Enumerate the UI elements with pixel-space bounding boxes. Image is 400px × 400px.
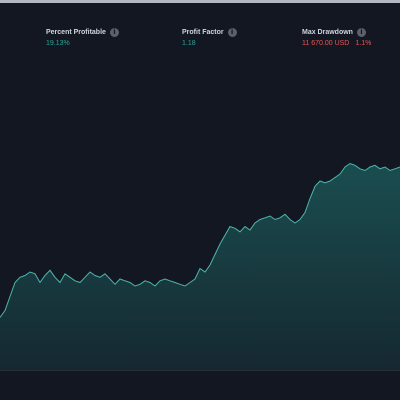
metric-value: 1.18 bbox=[182, 40, 196, 47]
panel-top-border bbox=[0, 0, 400, 3]
metric-value: 11 670.00 USD 1.1% bbox=[302, 39, 371, 48]
bottom-strip bbox=[0, 370, 400, 400]
equity-area bbox=[0, 163, 400, 370]
info-icon[interactable]: i bbox=[109, 28, 119, 37]
drawdown-amount: 11 670.00 USD bbox=[302, 40, 350, 47]
metric-label: Max Drawdown bbox=[302, 29, 353, 36]
info-icon[interactable]: i bbox=[227, 28, 237, 37]
metric-value: 19.13% bbox=[46, 40, 70, 47]
metric-label: Profit Factor bbox=[182, 29, 224, 36]
metric-percent-profitable: Percent Profitable i 19.13% bbox=[46, 28, 119, 48]
info-icon[interactable]: i bbox=[356, 28, 366, 37]
drawdown-percent: 1.1% bbox=[355, 40, 372, 47]
equity-chart[interactable] bbox=[0, 140, 400, 370]
metric-label: Percent Profitable bbox=[46, 29, 106, 36]
metric-profit-factor: Profit Factor i 1.18 bbox=[182, 28, 237, 48]
metric-max-drawdown: Max Drawdown i 11 670.00 USD 1.1% bbox=[302, 28, 371, 48]
equity-line bbox=[0, 162, 400, 318]
